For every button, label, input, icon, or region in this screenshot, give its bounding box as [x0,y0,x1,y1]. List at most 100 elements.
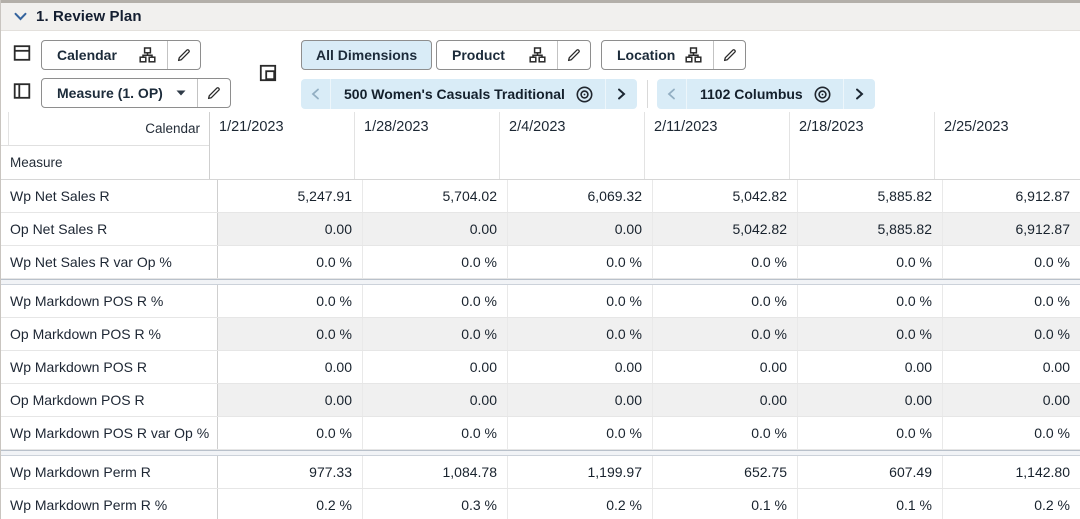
pivot-table: Calendar Measure 1/21/2023 1/28/2023 2/4/2… [1,112,1080,519]
value-cell[interactable]: 0.0 % [363,285,508,317]
row-header[interactable]: Wp Markdown POS R [1,351,218,383]
value-cell[interactable]: 6,069.32 [508,180,653,212]
value-cell: 5,042.82 [653,213,798,245]
value-cell[interactable]: 0.0 % [653,285,798,317]
previous-product-button[interactable] [301,79,331,109]
value-cell[interactable]: 0.0 % [798,246,943,278]
column-header[interactable]: 2/18/2023 [790,112,935,179]
value-cell[interactable]: 1,142.80 [1015,464,1071,480]
value-cell[interactable]: 0.2 % [1034,497,1070,513]
nested-page-icon[interactable] [259,64,277,82]
next-location-button[interactable] [842,79,875,109]
row-header[interactable]: Wp Markdown POS R % [1,285,218,317]
value-cell[interactable]: 5,885.82 [798,180,943,212]
value-cell: 0.00 [653,384,798,416]
target-icon[interactable] [575,85,605,104]
value-cell: 0.0 % [363,318,508,350]
location-page-selector: 1102 Columbus [657,79,875,109]
value-cell[interactable]: 0.00 [218,351,363,383]
value-cell: 0.00 [508,384,653,416]
value-cell[interactable]: 0.0 % [218,246,363,278]
value-cell[interactable]: 0.2 % [218,489,363,519]
row-header[interactable]: Op Markdown POS R % [1,318,218,350]
value-cell[interactable]: 0.0 % [798,417,943,449]
value-cell[interactable]: 607.49 [798,456,943,488]
row-header[interactable]: Op Markdown POS R [1,384,218,416]
row-header[interactable]: Wp Markdown Perm R % [1,489,218,519]
value-cell[interactable]: 0.00 [508,351,653,383]
value-cell: 0.0 % [218,318,363,350]
value-cell[interactable]: 0.0 % [218,417,363,449]
grid-body: Wp Net Sales R 5,247.91 5,704.02 6,069.32 5,… [1,180,1080,519]
next-product-button[interactable] [604,79,637,109]
row-header[interactable]: Wp Net Sales R var Op % [1,246,218,278]
value-cell: 0.00 [218,384,363,416]
previous-location-button[interactable] [657,79,687,109]
column-header[interactable]: 2/11/2023 [645,112,790,179]
value-cell[interactable]: 652.75 [653,456,798,488]
table-rows-icon[interactable] [13,44,31,62]
column-axis-button-measure[interactable]: Measure (1. OP) [41,78,231,108]
table-row: Op Net Sales R 0.00 0.00 0.00 5,042.82 5,885.… [1,213,1080,246]
grid-corner: Calendar Measure [1,112,210,179]
edit-product-button[interactable] [557,41,590,69]
column-header[interactable]: 2/4/2023 [500,112,645,179]
value-cell[interactable]: 0.0 % [1034,293,1070,309]
value-cell[interactable]: 1,199.97 [508,456,653,488]
value-cell[interactable]: 0.0 % [653,417,798,449]
column-header[interactable]: 1/28/2023 [355,112,500,179]
column-header[interactable]: 2/25/2023 [944,119,1009,135]
value-cell[interactable]: 0.1 % [653,489,798,519]
row-axis-caption: Measure [10,155,63,170]
row-header[interactable]: Wp Markdown Perm R [1,456,218,488]
value-cell[interactable]: 0.0 % [508,285,653,317]
value-cell[interactable]: 5,042.82 [653,180,798,212]
value-cell[interactable]: 0.0 % [218,285,363,317]
row-header[interactable]: Wp Net Sales R [1,180,218,212]
corner-spacer [1,112,9,145]
value-cell[interactable]: 0.00 [653,351,798,383]
value-cell[interactable]: 5,704.02 [363,180,508,212]
table-row: Wp Markdown Perm R % 0.2 % 0.3 % 0.2 % 0.1 %… [1,489,1080,519]
value-cell[interactable]: 0.00 [798,351,943,383]
value-cell: 0.00 [218,213,363,245]
page-title: 1. Review Plan [36,8,142,25]
edit-location-button[interactable] [713,41,745,69]
org-chart-icon [139,47,156,63]
value-cell[interactable]: 0.0 % [1034,254,1070,270]
value-cell[interactable]: 0.1 % [798,489,943,519]
value-cell[interactable]: 0.0 % [508,246,653,278]
value-cell[interactable]: 0.0 % [363,417,508,449]
all-dimensions-button[interactable]: All Dimensions [301,40,433,70]
edit-row-axis-button[interactable] [167,41,200,69]
location-dimension-button[interactable]: Location [601,40,746,70]
value-cell: 0.00 [798,384,943,416]
value-cell[interactable]: 0.0 % [508,417,653,449]
chevron-down-icon[interactable] [14,12,27,21]
value-cell: 0.00 [943,384,1080,416]
target-icon[interactable] [813,85,843,104]
value-cell[interactable]: 0.3 % [363,489,508,519]
value-cell[interactable]: 6,912.87 [1015,188,1071,204]
pencil-icon [722,47,738,63]
edit-column-axis-button[interactable] [197,79,230,107]
value-cell: 0.0 % [508,318,653,350]
product-dimension-button[interactable]: Product [436,40,591,70]
value-cell[interactable]: 0.2 % [508,489,653,519]
value-cell[interactable]: 1,084.78 [363,456,508,488]
value-cell: 5,885.82 [798,213,943,245]
value-cell[interactable]: 0.00 [1042,359,1070,375]
column-header[interactable]: 1/21/2023 [210,112,355,179]
row-header[interactable]: Wp Markdown POS R var Op % [1,417,218,449]
table-row: Wp Markdown POS R 0.00 0.00 0.00 0.00 0.00 0.0… [1,351,1080,384]
row-header[interactable]: Op Net Sales R [1,213,218,245]
table-columns-icon[interactable] [13,82,31,100]
value-cell[interactable]: 0.00 [363,351,508,383]
value-cell[interactable]: 0.0 % [798,285,943,317]
value-cell[interactable]: 0.0 % [653,246,798,278]
row-axis-button-calendar[interactable]: Calendar [41,40,201,70]
value-cell[interactable]: 0.0 % [363,246,508,278]
value-cell[interactable]: 0.0 % [1034,425,1070,441]
value-cell[interactable]: 5,247.91 [218,180,363,212]
value-cell[interactable]: 977.33 [218,456,363,488]
